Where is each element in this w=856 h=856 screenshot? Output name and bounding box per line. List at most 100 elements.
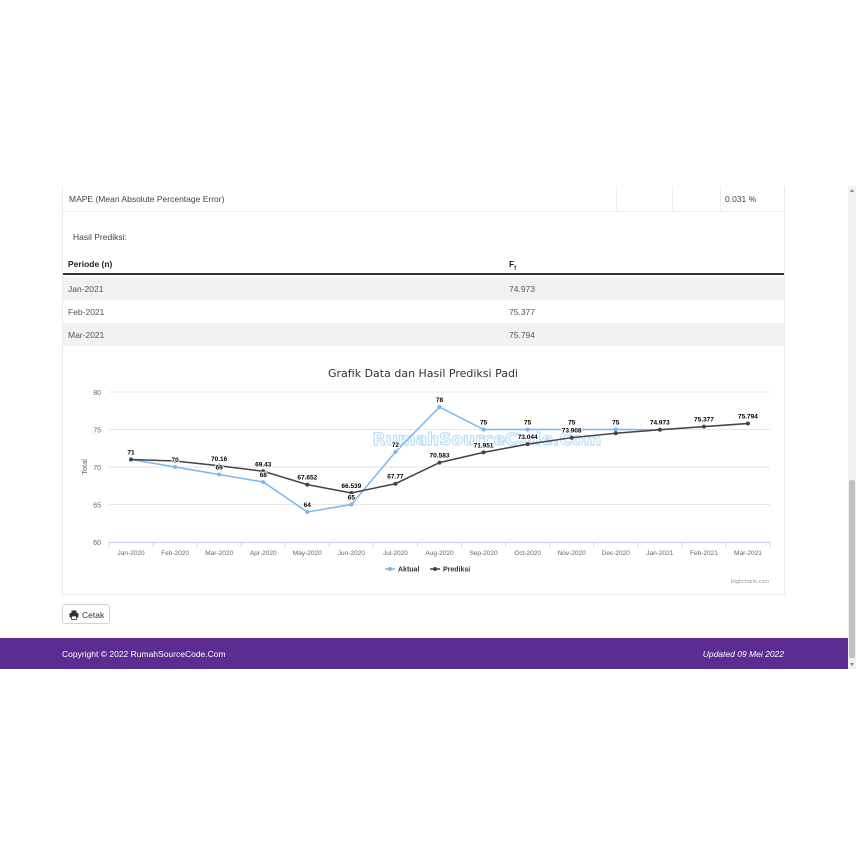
data-point	[261, 469, 266, 474]
print-button[interactable]: Cetak	[62, 604, 110, 624]
chart-credits: Highcharts.com	[731, 579, 770, 585]
row-ft: 75.794	[509, 330, 535, 340]
data-point	[305, 510, 310, 514]
table-row: Feb-2021 75.377	[63, 300, 784, 323]
y-tick-label: 65	[93, 503, 101, 510]
x-tick-label: Oct-2020	[514, 550, 541, 557]
mape-empty-cell	[617, 186, 673, 212]
data-label: 78	[436, 397, 444, 404]
data-point	[613, 431, 618, 436]
scroll-down-arrow-icon[interactable]	[848, 661, 856, 669]
data-label: 69	[216, 465, 224, 472]
data-label: 73.908	[562, 428, 582, 435]
data-point	[437, 405, 442, 409]
print-button-label: Cetak	[82, 610, 105, 620]
prediction-table-header: Periode (n) Ft	[63, 252, 784, 275]
x-tick-label: Nov-2020	[558, 550, 587, 557]
hasil-prediksi-label: Hasil Prediksi:	[73, 232, 127, 242]
data-point	[701, 424, 706, 429]
result-card: MAPE (Mean Absolute Percentage Error) 0.…	[62, 186, 785, 595]
data-label: 75.794	[738, 414, 758, 421]
data-point	[569, 427, 574, 432]
data-label: 67.77	[387, 474, 404, 481]
row-periode: Mar-2021	[68, 330, 105, 340]
header-ft: Ft	[509, 259, 517, 272]
data-point	[569, 435, 574, 440]
chart-container: Grafik Data dan Hasil Prediksi Padi 60 65 7…	[63, 351, 784, 595]
scroll-up-arrow-icon[interactable]	[848, 186, 856, 194]
mape-row: MAPE (Mean Absolute Percentage Error) 0.…	[63, 186, 784, 212]
x-tick-label: May-2020	[293, 550, 322, 557]
x-tick-label: Jan-2021	[646, 550, 673, 557]
data-label: 75	[480, 420, 488, 427]
footer: Copyright © 2022 RumahSourceCode.Com Upd…	[0, 638, 848, 669]
legend-item-aktual: Aktual	[398, 567, 419, 574]
page-scrollbar[interactable]	[848, 186, 856, 669]
data-point	[613, 427, 618, 432]
data-label: 70	[171, 457, 179, 464]
data-label: 75	[568, 420, 576, 427]
x-tick-label: Aug-2020	[425, 550, 454, 557]
data-label: 69.43	[255, 461, 272, 468]
data-label: 74.973	[650, 420, 670, 427]
data-label: 75	[612, 420, 620, 427]
data-point	[217, 472, 222, 477]
table-row: Jan-2021 74.973	[63, 277, 784, 300]
data-point	[129, 457, 134, 462]
table-row: Mar-2021 75.794	[63, 323, 784, 346]
data-point	[525, 442, 530, 447]
mape-value: 0.031 %	[725, 194, 757, 204]
data-point	[217, 463, 222, 468]
data-point	[745, 421, 750, 426]
x-tick-label: Jul-2020	[383, 550, 408, 557]
mape-empty-cell	[673, 186, 721, 212]
data-point	[437, 460, 442, 465]
y-tick-label: 60	[93, 540, 101, 547]
printer-icon	[69, 610, 79, 620]
data-label: 67.652	[297, 475, 317, 482]
data-label: 68	[260, 472, 268, 479]
row-periode: Feb-2021	[68, 307, 105, 317]
scrollbar-thumb[interactable]	[849, 480, 855, 658]
data-label: 65	[348, 495, 356, 502]
data-point	[261, 480, 266, 484]
data-point	[173, 465, 178, 469]
watermark-text: RumahSourceCode.Com	[373, 430, 602, 450]
data-point	[173, 459, 178, 463]
data-point	[349, 490, 354, 495]
data-point	[481, 427, 486, 432]
data-point	[393, 450, 398, 454]
y-tick-label: 75	[93, 428, 101, 435]
y-tick-label: 70	[93, 465, 101, 472]
data-label: 75	[524, 420, 532, 427]
mape-label: MAPE (Mean Absolute Percentage Error)	[63, 186, 617, 212]
data-label: 66.539	[341, 483, 361, 490]
legend-marker	[433, 567, 437, 571]
line-chart: Grafik Data dan Hasil Prediksi Padi 60 65 7…	[80, 367, 771, 585]
x-tick-label: Sep-2020	[469, 550, 498, 557]
data-point	[481, 450, 486, 455]
data-label: 72	[392, 442, 400, 449]
data-label: 71.951	[474, 442, 494, 449]
x-tick-label: Dec-2020	[602, 550, 631, 557]
data-point	[349, 502, 354, 507]
data-label: 75.377	[694, 417, 714, 424]
data-label: 70.583	[430, 453, 450, 460]
x-tick-label: Jan-2020	[117, 550, 144, 557]
legend-marker	[388, 567, 392, 571]
header-periode: Periode (n)	[68, 259, 113, 269]
x-tick-label: Mar-2020	[205, 550, 233, 557]
data-point	[657, 427, 662, 432]
data-label: 71	[127, 450, 135, 457]
data-point	[393, 481, 398, 486]
y-axis-title: Total	[80, 459, 89, 475]
y-tick-label: 80	[93, 390, 101, 397]
chart-title: Grafik Data dan Hasil Prediksi Padi	[328, 367, 518, 380]
data-point	[305, 482, 310, 487]
data-point	[525, 427, 530, 432]
x-tick-label: Feb-2021	[690, 550, 718, 557]
data-label: 64	[304, 502, 312, 509]
legend-item-prediksi: Prediksi	[443, 567, 470, 574]
x-tick-label: Jun-2020	[338, 550, 365, 557]
x-tick-label: Feb-2020	[161, 550, 189, 557]
